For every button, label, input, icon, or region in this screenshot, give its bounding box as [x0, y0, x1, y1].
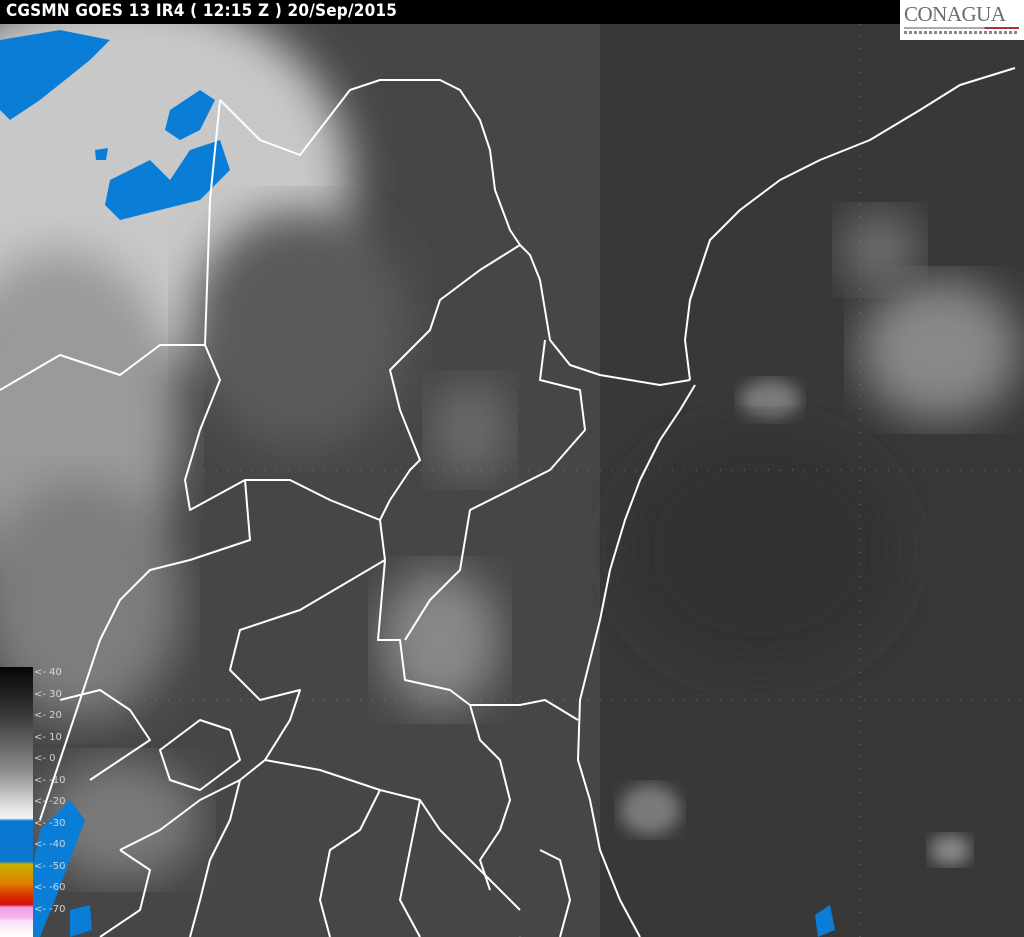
scale-label: <- -30 [34, 817, 66, 829]
scale-label: <- -60 [34, 882, 66, 893]
state-border [39, 479, 251, 821]
scale-label: <- 30 [34, 688, 62, 700]
texas-coast [684, 67, 1016, 381]
political-borders [0, 67, 1016, 937]
state-border [119, 559, 386, 851]
state-border [189, 779, 241, 937]
state-border [399, 799, 421, 937]
scale-label: <- 10 [34, 731, 62, 743]
scale-label: <- -40 [34, 839, 66, 850]
state-border [319, 789, 381, 937]
state-border [59, 689, 151, 781]
us-mexico-border [219, 79, 691, 386]
scale-label: <- -20 [34, 796, 66, 807]
cloud-cover [0, 24, 1024, 937]
lat-lon-grid [0, 24, 1024, 937]
state-border [264, 759, 521, 911]
temperature-color-scale [0, 667, 33, 937]
state-border [0, 99, 221, 391]
color-scale-labels: <- 40 <- 30 <- 20 <- 10 <- 0 <- -10 <- -… [34, 662, 74, 920]
state-border [379, 244, 521, 521]
state-border [539, 849, 571, 937]
logo-divider [904, 27, 1019, 29]
scale-label: <- 0 [34, 753, 56, 764]
state-border [404, 339, 586, 641]
logo-text: CONAGUA [904, 2, 1006, 26]
state-border [469, 704, 511, 891]
scale-label: <- 20 [34, 710, 62, 721]
scale-label: <- -70 [34, 903, 66, 915]
mexico-gulf-coast [577, 384, 696, 937]
image-title: CGSMN GOES 13 IR4 ( 12:15 Z ) 20/Sep/201… [6, 1, 398, 21]
state-border [159, 719, 241, 791]
state-border [184, 344, 579, 721]
satellite-map [0, 24, 1024, 937]
conagua-logo: CONAGUA [900, 0, 1024, 40]
cold-cloud-tops [0, 30, 835, 937]
scale-label: <- -50 [34, 860, 66, 872]
scale-label: <- -10 [34, 774, 66, 786]
title-bar: CGSMN GOES 13 IR4 ( 12:15 Z ) 20/Sep/201… [0, 0, 1024, 24]
logo-subtitle [904, 31, 1019, 34]
state-border [99, 849, 151, 937]
scale-label: <- 40 [34, 667, 62, 678]
